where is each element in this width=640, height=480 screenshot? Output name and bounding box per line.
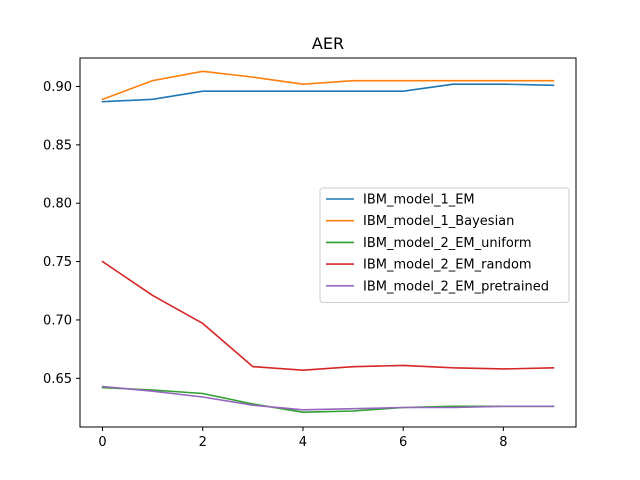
plot-frame (79, 57, 577, 428)
series-line-3 (101, 260, 555, 371)
y-tick-label: 0.80 (43, 197, 72, 212)
legend: IBM_model_1_EM IBM_model_1_Bayesian IBM_mo… (319, 187, 570, 303)
y-tick-label: 0.65 (43, 372, 72, 387)
y-tick-label: 0.90 (43, 80, 72, 95)
legend-label: IBM_model_1_EM (363, 193, 475, 208)
legend-box (319, 187, 570, 303)
y-tick-label: 0.70 (43, 313, 72, 328)
chart-title: AER (312, 34, 344, 53)
series-line-4 (101, 385, 555, 411)
x-tick-label: 4 (299, 435, 307, 450)
x-axis: 0 2 4 6 8 (98, 427, 507, 450)
x-tick-label: 8 (499, 435, 507, 450)
y-tick-label: 0.75 (43, 255, 72, 270)
x-tick-label: 0 (98, 435, 106, 450)
series-layer (101, 70, 555, 413)
x-tick-label: 2 (199, 435, 207, 450)
y-axis: 0.65 0.70 0.75 0.80 0.85 0.90 (43, 80, 80, 387)
series-line-1 (101, 70, 555, 101)
legend-label: IBM_model_2_EM_uniform (363, 236, 532, 251)
legend-label: IBM_model_2_EM_random (363, 258, 532, 273)
series-line-0 (101, 83, 555, 103)
y-tick-label: 0.85 (43, 138, 72, 153)
legend-label: IBM_model_2_EM_pretrained (363, 279, 549, 294)
x-tick-label: 6 (399, 435, 407, 450)
legend-label: IBM_model_1_Bayesian (363, 214, 514, 229)
